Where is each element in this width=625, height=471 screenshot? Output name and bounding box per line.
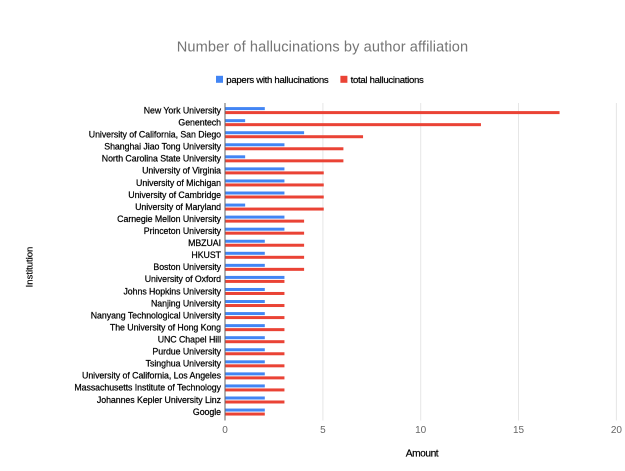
svg-text:UNC Chapel Hill: UNC Chapel Hill [158,335,221,345]
svg-text:Genentech: Genentech [178,117,221,127]
svg-text:North Carolina State Universit: North Carolina State University [102,154,222,164]
svg-text:Tsinghua University: Tsinghua University [146,359,222,369]
svg-text:New York University: New York University [144,105,222,115]
svg-text:University of California, Los: University of California, Los Angeles [82,371,222,381]
svg-text:Boston University: Boston University [153,262,221,272]
svg-text:15: 15 [513,425,525,436]
svg-text:Shanghai Jiao Tong University: Shanghai Jiao Tong University [104,142,221,152]
svg-text:University of Oxford: University of Oxford [145,274,221,284]
svg-text:0: 0 [222,425,228,436]
svg-text:total hallucinations: total hallucinations [351,75,424,86]
svg-text:Johannes Kepler University Lin: Johannes Kepler University Linz [97,395,221,405]
svg-text:Institution: Institution [25,247,36,288]
svg-text:Nanjing University: Nanjing University [151,298,222,308]
svg-text:Number of hallucinations by au: Number of hallucinations by author affil… [177,40,469,56]
svg-text:University of Michigan: University of Michigan [136,178,221,188]
svg-text:Amount: Amount [406,449,439,460]
svg-text:University of Maryland: University of Maryland [135,202,221,212]
svg-text:10: 10 [415,425,427,436]
svg-text:Johns Hopkins University: Johns Hopkins University [123,286,221,296]
svg-text:Princeton University: Princeton University [144,226,222,236]
svg-text:20: 20 [611,425,623,436]
svg-text:University of California, San: University of California, San Diego [89,130,221,140]
svg-text:MBZUAI: MBZUAI [188,238,221,248]
svg-text:Carnegie Mellon University: Carnegie Mellon University [117,214,221,224]
svg-text:University of Cambridge: University of Cambridge [128,190,221,200]
svg-text:HKUST: HKUST [191,250,221,260]
svg-text:papers with hallucinations: papers with hallucinations [226,75,329,86]
svg-text:Nanyang Technological Universi: Nanyang Technological University [91,310,222,320]
svg-text:Massachusetts Institute of Tec: Massachusetts Institute of Technology [74,383,221,393]
svg-text:Purdue University: Purdue University [152,347,221,357]
svg-text:The University of Hong Kong: The University of Hong Kong [110,322,221,332]
svg-text:University of Virginia: University of Virginia [142,166,221,176]
svg-text:5: 5 [320,425,326,436]
svg-text:Google: Google [193,407,221,417]
